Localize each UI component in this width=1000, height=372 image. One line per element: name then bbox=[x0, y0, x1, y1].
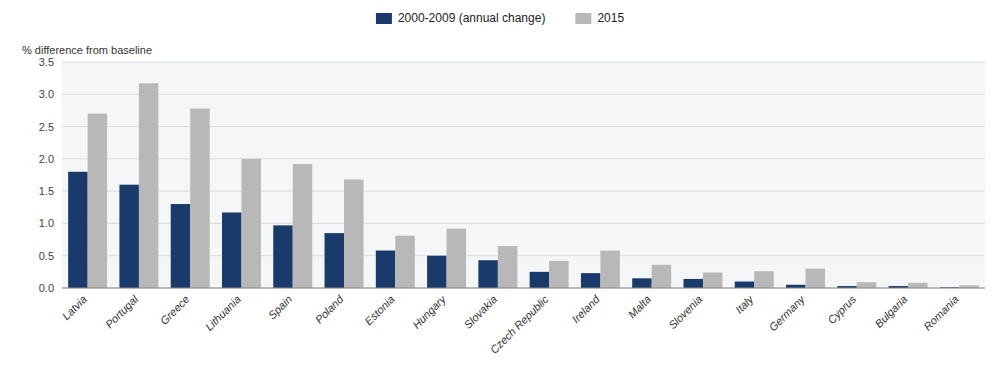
bar bbox=[683, 279, 702, 288]
x-tick-label: Malta bbox=[626, 293, 654, 321]
y-tick-label: 2.5 bbox=[39, 121, 54, 133]
bar bbox=[190, 108, 209, 288]
bar bbox=[325, 233, 344, 288]
bar bbox=[530, 272, 549, 288]
x-tick-label: Lithuania bbox=[203, 293, 243, 333]
x-tick-label: Czech Republic bbox=[488, 293, 551, 356]
legend-item: 2000-2009 (annual change) bbox=[376, 11, 545, 25]
bar bbox=[427, 256, 446, 288]
bar bbox=[652, 265, 671, 288]
bar bbox=[908, 283, 927, 288]
x-tick-label: Latvia bbox=[60, 293, 89, 322]
bar bbox=[478, 260, 497, 288]
y-tick-label: 0.5 bbox=[39, 250, 54, 262]
y-tick-label: 3.0 bbox=[39, 88, 54, 100]
plot-area bbox=[62, 62, 985, 288]
legend-label: 2000-2009 (annual change) bbox=[398, 11, 545, 25]
x-tick-label: Portugal bbox=[103, 293, 141, 331]
y-tick-label: 3.5 bbox=[39, 56, 54, 68]
bar bbox=[68, 172, 87, 288]
y-tick-label: 2.0 bbox=[39, 153, 54, 165]
x-axis-line bbox=[62, 288, 985, 289]
x-tick-label: Spain bbox=[266, 293, 294, 321]
x-tick-label: Italy bbox=[733, 292, 757, 316]
bar bbox=[703, 273, 722, 288]
bar bbox=[857, 282, 876, 288]
bar bbox=[754, 271, 773, 288]
bar bbox=[395, 236, 414, 288]
legend-label: 2015 bbox=[597, 11, 624, 25]
y-tick-label: 0.0 bbox=[39, 282, 54, 294]
y-axis: 0.0 0.5 1.0 1.5 2.0 2.5 3.0 3.5 bbox=[39, 56, 985, 294]
bar bbox=[119, 185, 138, 288]
bar bbox=[632, 278, 651, 288]
bar bbox=[171, 204, 190, 288]
bar bbox=[447, 229, 466, 288]
x-axis: Latvia Portugal Greece Lithuania Spain Poland… bbox=[60, 292, 961, 356]
x-tick-label: Slovakia bbox=[461, 293, 499, 331]
legend-swatch bbox=[376, 13, 392, 24]
x-tick-label: Slovenia bbox=[666, 293, 704, 331]
y-tick-label: 1.5 bbox=[39, 185, 54, 197]
bar bbox=[581, 273, 600, 288]
bars bbox=[68, 83, 979, 288]
bar bbox=[273, 225, 292, 288]
legend: 2000-2009 (annual change) 2015 bbox=[376, 11, 624, 25]
x-tick-label: Hungary bbox=[410, 292, 449, 331]
bar bbox=[139, 83, 158, 288]
bar bbox=[735, 282, 754, 288]
bar bbox=[498, 246, 517, 288]
chart: 0.0 0.5 1.0 1.5 2.0 2.5 3.0 3.5% difference fro… bbox=[0, 0, 1000, 372]
bar bbox=[806, 269, 825, 288]
grid-line bbox=[62, 94, 985, 95]
bar bbox=[293, 164, 312, 288]
y-axis-label: % difference from baseline bbox=[22, 44, 152, 56]
x-tick-label: Germany bbox=[766, 292, 808, 334]
y-tick-label: 1.0 bbox=[39, 217, 54, 229]
x-tick-label: Romania bbox=[921, 293, 961, 333]
x-tick-label: Poland bbox=[313, 292, 346, 325]
x-tick-label: Bulgaria bbox=[872, 293, 909, 330]
bar bbox=[88, 114, 107, 288]
bar bbox=[376, 251, 395, 288]
x-tick-label: Estonia bbox=[362, 293, 396, 327]
bar bbox=[241, 159, 260, 288]
legend-item: 2015 bbox=[575, 11, 624, 25]
x-tick-label: Greece bbox=[158, 293, 192, 327]
bar bbox=[344, 180, 363, 288]
bar bbox=[600, 251, 619, 288]
x-tick-label: Ireland bbox=[570, 292, 603, 325]
legend-swatch bbox=[575, 13, 591, 24]
grid-line bbox=[62, 62, 985, 63]
bar bbox=[549, 261, 568, 288]
grid-line bbox=[62, 288, 985, 289]
x-tick-label: Cyprus bbox=[825, 293, 858, 326]
bar bbox=[222, 212, 241, 288]
